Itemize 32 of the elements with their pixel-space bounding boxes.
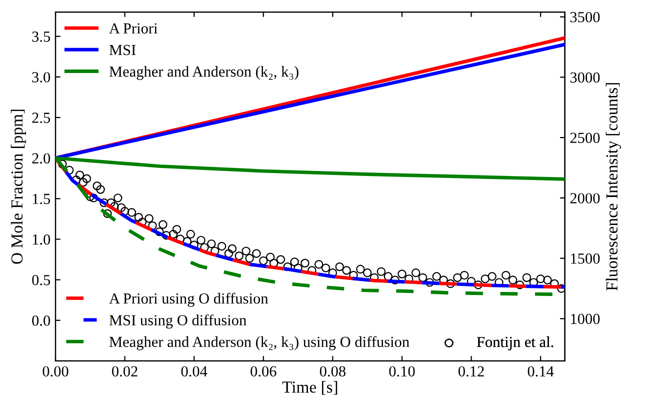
legend-label: A Priori using O diffusion <box>109 292 268 307</box>
y2-tick-label: 3500 <box>570 12 600 22</box>
x-tick-label: 0.02 <box>112 366 138 377</box>
legend-label: Meagher and Anderson (k₂, k₃) <box>109 66 298 80</box>
y-tick-label: 0.5 <box>32 274 50 286</box>
y-tick-label: 1.5 <box>32 194 50 204</box>
x-tick-label: 0.12 <box>458 366 484 377</box>
y-tick-label: 2.0 <box>32 153 50 164</box>
x-tick-label: 0.08 <box>320 366 346 377</box>
y2-tick-label: 1500 <box>571 253 600 264</box>
x-axis-title: Time [s] <box>282 381 338 395</box>
y2-tick-label: 2000 <box>570 193 600 204</box>
y-axis-title: O Mole Fraction [ppm] <box>10 110 26 264</box>
y2-axis-title: Fluorescence Intensity [counts] <box>606 83 621 291</box>
y-tick-label: 3.5 <box>32 32 50 42</box>
x-tick-label: 0.00 <box>42 366 68 377</box>
y2-tick-label: 2500 <box>570 132 600 144</box>
legend-label: MSI using O diffusion <box>109 314 246 329</box>
legend-label: Meagher and Anderson (k₂, k₃) using O diffusion <box>109 336 410 350</box>
x-tick-label: 0.10 <box>389 366 415 377</box>
y2-tick-label: 1000 <box>571 314 600 324</box>
x-tick-label: 0.14 <box>528 366 554 377</box>
x-tick-label: 0.04 <box>181 366 208 377</box>
x-tick-label: 0.06 <box>250 366 276 377</box>
legend-label: MSI <box>109 44 136 56</box>
y-tick-label: 1.0 <box>32 234 50 245</box>
y-tick-label: 3.0 <box>32 72 50 82</box>
legend-label: Fontijn et al. <box>476 336 554 350</box>
y-tick-label: 2.5 <box>32 112 50 124</box>
y2-tick-label: 3000 <box>570 72 600 83</box>
y-tick-label: 0.0 <box>32 315 50 326</box>
legend-label: A Priori <box>109 23 158 34</box>
